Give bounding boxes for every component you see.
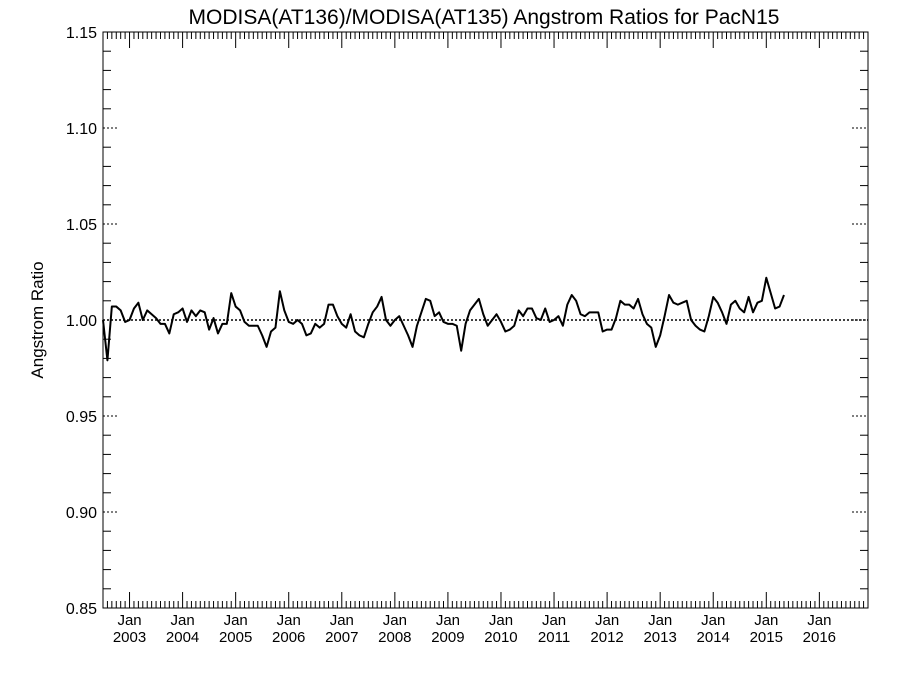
x-tick-month-label: Jan [117, 612, 141, 629]
ratio-series-line [102, 276, 785, 362]
y-tick-label: 1.05 [66, 217, 97, 234]
x-tick-month-label: Jan [436, 612, 460, 629]
x-tick-month-label: Jan [701, 612, 725, 629]
x-tick-month-label: Jan [595, 612, 619, 629]
x-tick-year-label: 2016 [803, 629, 836, 646]
x-tick-month-label: Jan [171, 612, 195, 629]
y-tick-label: 1.00 [66, 313, 97, 330]
x-tick-year-label: 2013 [643, 629, 676, 646]
x-tick-month-label: Jan [489, 612, 513, 629]
chart-title: MODISA(AT136)/MODISA(AT135) Angstrom Rat… [189, 6, 780, 29]
x-tick-year-label: 2004 [166, 629, 199, 646]
x-tick-year-label: 2010 [484, 629, 517, 646]
x-tick-month-label: Jan [648, 612, 672, 629]
x-tick-month-label: Jan [754, 612, 778, 629]
x-tick-year-label: 2003 [113, 629, 146, 646]
x-tick-year-label: 2008 [378, 629, 411, 646]
x-tick-month-label: Jan [224, 612, 248, 629]
x-tick-month-label: Jan [277, 612, 301, 629]
x-tick-year-label: 2007 [325, 629, 358, 646]
x-tick-month-label: Jan [330, 612, 354, 629]
x-tick-year-label: 2014 [697, 629, 730, 646]
x-tick-year-label: 2009 [431, 629, 464, 646]
y-tick-label: 1.10 [66, 121, 97, 138]
y-axis-label: Angstrom Ratio [28, 261, 47, 378]
y-tick-label: 1.15 [66, 25, 97, 42]
x-tick-year-label: 2011 [538, 629, 570, 646]
x-tick-month-label: Jan [383, 612, 407, 629]
x-tick-month-label: Jan [542, 612, 566, 629]
y-tick-label: 0.95 [66, 409, 97, 426]
y-tick-label: 0.85 [66, 601, 97, 618]
x-tick-year-label: 2006 [272, 629, 305, 646]
plot-layer: 0.850.900.951.001.051.101.15Jan2003Jan20… [66, 25, 869, 646]
y-tick-label: 0.90 [66, 505, 97, 522]
x-tick-month-label: Jan [807, 612, 831, 629]
x-tick-year-label: 2005 [219, 629, 252, 646]
x-tick-year-label: 2012 [590, 629, 623, 646]
x-tick-year-label: 2015 [750, 629, 783, 646]
